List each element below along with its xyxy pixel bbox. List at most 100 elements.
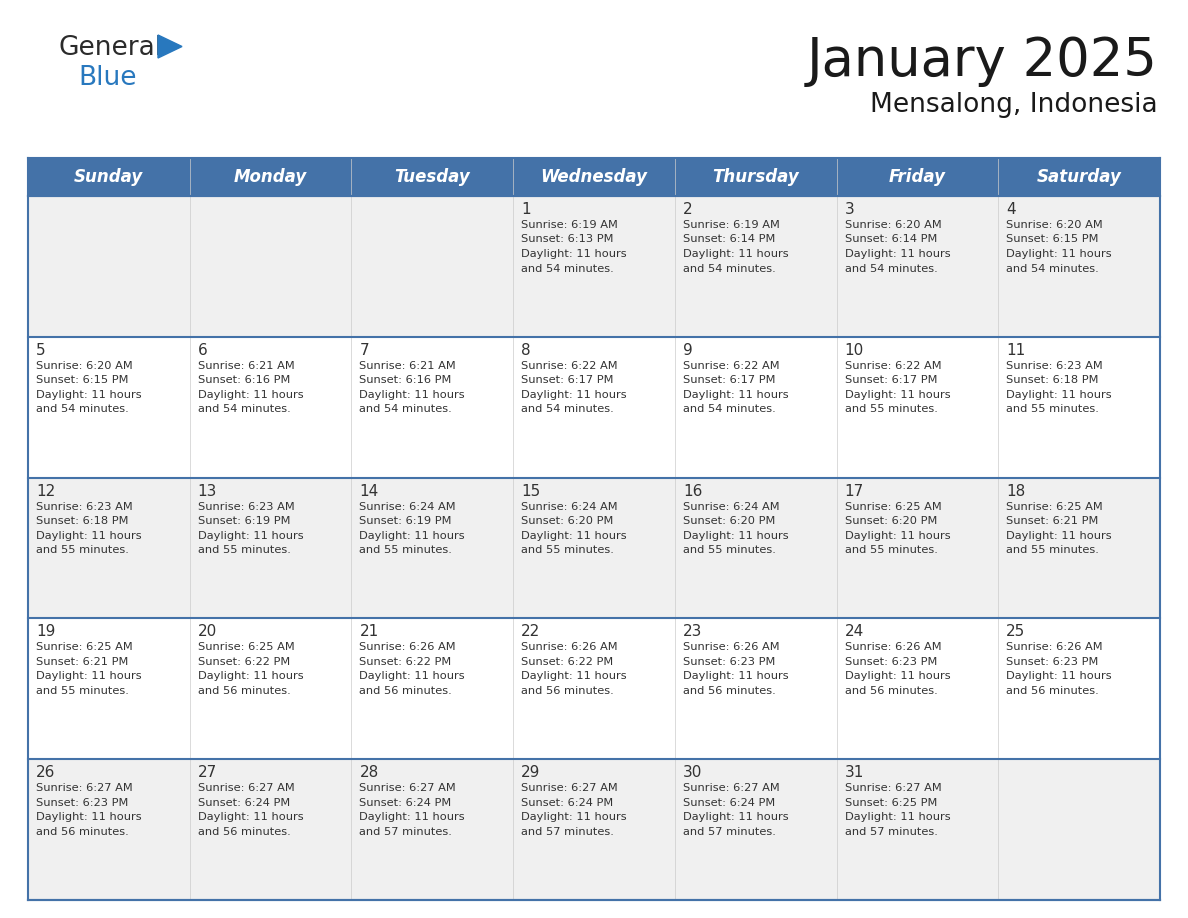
Bar xyxy=(190,196,352,337)
Text: Sunrise: 6:19 AM: Sunrise: 6:19 AM xyxy=(522,220,618,230)
Bar xyxy=(998,196,1159,337)
Bar xyxy=(675,619,836,759)
Text: Sunset: 6:19 PM: Sunset: 6:19 PM xyxy=(360,516,451,526)
Text: and 55 minutes.: and 55 minutes. xyxy=(360,545,453,555)
Text: Sunset: 6:17 PM: Sunset: 6:17 PM xyxy=(683,375,776,386)
Bar xyxy=(29,196,190,337)
Text: Sunset: 6:23 PM: Sunset: 6:23 PM xyxy=(845,657,937,666)
Text: Sunset: 6:22 PM: Sunset: 6:22 PM xyxy=(360,657,451,666)
Text: 2: 2 xyxy=(683,202,693,217)
Text: and 54 minutes.: and 54 minutes. xyxy=(522,404,614,414)
Text: 7: 7 xyxy=(360,342,369,358)
Bar xyxy=(513,759,675,900)
Text: Thursday: Thursday xyxy=(713,168,800,186)
Text: Sunset: 6:21 PM: Sunset: 6:21 PM xyxy=(1006,516,1099,526)
Bar xyxy=(998,337,1159,477)
Text: 14: 14 xyxy=(360,484,379,498)
Text: Daylight: 11 hours: Daylight: 11 hours xyxy=(522,249,627,259)
Text: Sunday: Sunday xyxy=(74,168,144,186)
Bar xyxy=(513,196,675,337)
Bar xyxy=(998,619,1159,759)
Text: Daylight: 11 hours: Daylight: 11 hours xyxy=(522,671,627,681)
Bar xyxy=(513,158,675,196)
Text: Sunrise: 6:23 AM: Sunrise: 6:23 AM xyxy=(197,501,295,511)
Text: and 54 minutes.: and 54 minutes. xyxy=(522,263,614,274)
Text: Sunset: 6:20 PM: Sunset: 6:20 PM xyxy=(522,516,613,526)
Text: and 55 minutes.: and 55 minutes. xyxy=(1006,545,1099,555)
Text: Sunrise: 6:25 AM: Sunrise: 6:25 AM xyxy=(36,643,133,653)
Text: Daylight: 11 hours: Daylight: 11 hours xyxy=(1006,671,1112,681)
Text: 13: 13 xyxy=(197,484,217,498)
Bar xyxy=(352,196,513,337)
Bar xyxy=(836,196,998,337)
Text: 1: 1 xyxy=(522,202,531,217)
Text: and 55 minutes.: and 55 minutes. xyxy=(845,404,937,414)
Bar xyxy=(352,619,513,759)
Text: and 54 minutes.: and 54 minutes. xyxy=(36,404,128,414)
Text: Sunset: 6:13 PM: Sunset: 6:13 PM xyxy=(522,234,614,244)
Text: Daylight: 11 hours: Daylight: 11 hours xyxy=(845,531,950,541)
Text: Daylight: 11 hours: Daylight: 11 hours xyxy=(683,249,789,259)
Text: Sunset: 6:24 PM: Sunset: 6:24 PM xyxy=(522,798,613,808)
Text: Sunrise: 6:26 AM: Sunrise: 6:26 AM xyxy=(522,643,618,653)
Text: Sunrise: 6:25 AM: Sunrise: 6:25 AM xyxy=(197,643,295,653)
Bar xyxy=(998,759,1159,900)
Text: Sunset: 6:24 PM: Sunset: 6:24 PM xyxy=(197,798,290,808)
Text: Daylight: 11 hours: Daylight: 11 hours xyxy=(36,390,141,400)
Text: 28: 28 xyxy=(360,766,379,780)
Text: 8: 8 xyxy=(522,342,531,358)
Text: Daylight: 11 hours: Daylight: 11 hours xyxy=(683,671,789,681)
Bar xyxy=(836,477,998,619)
Bar xyxy=(190,337,352,477)
Text: and 56 minutes.: and 56 minutes. xyxy=(36,827,128,836)
Text: 16: 16 xyxy=(683,484,702,498)
Text: 12: 12 xyxy=(36,484,56,498)
Text: Daylight: 11 hours: Daylight: 11 hours xyxy=(1006,390,1112,400)
Text: Daylight: 11 hours: Daylight: 11 hours xyxy=(197,671,303,681)
Text: Daylight: 11 hours: Daylight: 11 hours xyxy=(683,390,789,400)
Text: and 54 minutes.: and 54 minutes. xyxy=(1006,263,1099,274)
Text: Sunrise: 6:22 AM: Sunrise: 6:22 AM xyxy=(683,361,779,371)
Polygon shape xyxy=(158,35,182,58)
Text: Sunrise: 6:26 AM: Sunrise: 6:26 AM xyxy=(1006,643,1102,653)
Bar xyxy=(836,158,998,196)
Text: Daylight: 11 hours: Daylight: 11 hours xyxy=(845,812,950,823)
Text: Sunset: 6:15 PM: Sunset: 6:15 PM xyxy=(36,375,128,386)
Text: Daylight: 11 hours: Daylight: 11 hours xyxy=(522,390,627,400)
Text: Friday: Friday xyxy=(889,168,946,186)
Text: Sunrise: 6:26 AM: Sunrise: 6:26 AM xyxy=(845,643,941,653)
Text: and 56 minutes.: and 56 minutes. xyxy=(360,686,453,696)
Text: Daylight: 11 hours: Daylight: 11 hours xyxy=(36,812,141,823)
Text: Sunset: 6:24 PM: Sunset: 6:24 PM xyxy=(683,798,775,808)
Text: and 57 minutes.: and 57 minutes. xyxy=(845,827,937,836)
Text: 17: 17 xyxy=(845,484,864,498)
Text: 25: 25 xyxy=(1006,624,1025,640)
Text: Wednesday: Wednesday xyxy=(541,168,647,186)
Text: and 56 minutes.: and 56 minutes. xyxy=(1006,686,1099,696)
Text: Sunset: 6:19 PM: Sunset: 6:19 PM xyxy=(197,516,290,526)
Text: Sunrise: 6:26 AM: Sunrise: 6:26 AM xyxy=(360,643,456,653)
Text: Sunset: 6:23 PM: Sunset: 6:23 PM xyxy=(1006,657,1099,666)
Text: and 55 minutes.: and 55 minutes. xyxy=(36,545,128,555)
Text: Sunrise: 6:20 AM: Sunrise: 6:20 AM xyxy=(1006,220,1102,230)
Text: and 54 minutes.: and 54 minutes. xyxy=(683,263,776,274)
Text: Sunrise: 6:23 AM: Sunrise: 6:23 AM xyxy=(36,501,133,511)
Text: Sunrise: 6:27 AM: Sunrise: 6:27 AM xyxy=(197,783,295,793)
Text: 18: 18 xyxy=(1006,484,1025,498)
Text: Daylight: 11 hours: Daylight: 11 hours xyxy=(360,812,465,823)
Text: and 54 minutes.: and 54 minutes. xyxy=(360,404,453,414)
Text: 10: 10 xyxy=(845,342,864,358)
Bar xyxy=(836,619,998,759)
Text: Monday: Monday xyxy=(234,168,308,186)
Text: Mensalong, Indonesia: Mensalong, Indonesia xyxy=(871,92,1158,118)
Text: Daylight: 11 hours: Daylight: 11 hours xyxy=(36,531,141,541)
Text: Sunrise: 6:26 AM: Sunrise: 6:26 AM xyxy=(683,643,779,653)
Text: Sunset: 6:18 PM: Sunset: 6:18 PM xyxy=(36,516,128,526)
Bar xyxy=(190,477,352,619)
Text: Daylight: 11 hours: Daylight: 11 hours xyxy=(360,671,465,681)
Text: 20: 20 xyxy=(197,624,217,640)
Text: and 56 minutes.: and 56 minutes. xyxy=(197,686,290,696)
Text: Sunrise: 6:25 AM: Sunrise: 6:25 AM xyxy=(1006,501,1102,511)
Text: and 54 minutes.: and 54 minutes. xyxy=(197,404,290,414)
Text: Daylight: 11 hours: Daylight: 11 hours xyxy=(1006,531,1112,541)
